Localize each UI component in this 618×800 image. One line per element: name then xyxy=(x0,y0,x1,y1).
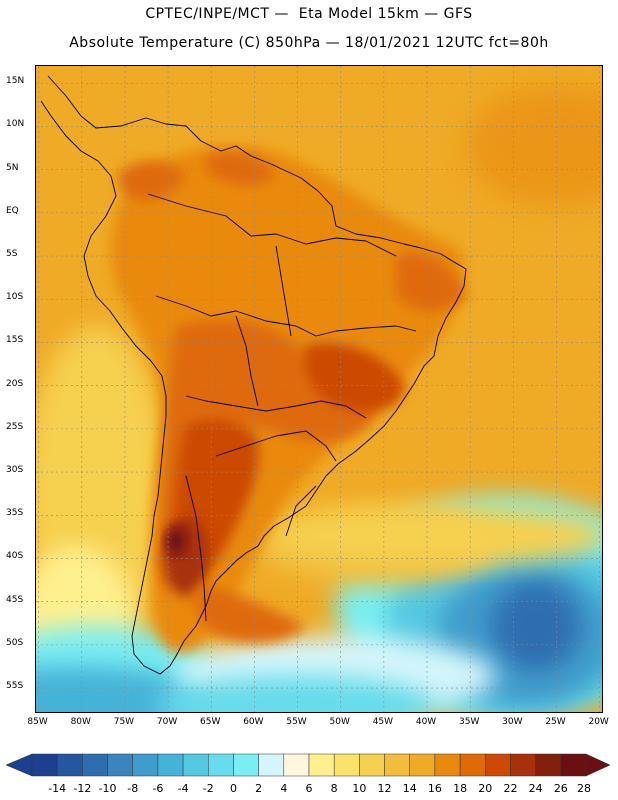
colorbar-swatch xyxy=(535,753,562,777)
colorbar-tick-label: 2 xyxy=(255,782,263,795)
map-canvas xyxy=(36,66,602,712)
lat-tick-label: 55S xyxy=(6,681,24,692)
colorbar-swatch xyxy=(485,753,511,777)
lat-tick-label: 25S xyxy=(6,421,24,432)
colorbar-swatch xyxy=(82,753,108,777)
colorbar-tick-label: 22 xyxy=(503,782,518,795)
lon-tick-label: 60W xyxy=(243,717,264,727)
colorbar-tick-label: -4 xyxy=(177,782,189,795)
colorbar-tick-label: 8 xyxy=(330,782,338,795)
temperature-shading xyxy=(36,66,602,712)
colorbar-swatch xyxy=(283,753,310,777)
colorbar-swatch xyxy=(333,753,360,777)
colorbar-swatch xyxy=(308,753,335,777)
lat-tick-label: 20S xyxy=(6,378,24,389)
lat-tick-label: 45S xyxy=(6,594,24,605)
colorbar-tick-label: -12 xyxy=(73,782,92,795)
colorbar-tick-label: -6 xyxy=(152,782,164,795)
colorbar-swatch xyxy=(56,753,83,777)
lat-tick-label: EQ xyxy=(6,205,19,216)
lat-tick-label: 5N xyxy=(6,162,19,173)
colorbar-tick-label: 24 xyxy=(528,782,543,795)
lon-tick-label: 70W xyxy=(156,717,178,727)
lat-lon-grid xyxy=(36,66,602,712)
lon-tick-label: 65W xyxy=(200,717,221,727)
temperature-map xyxy=(35,65,603,713)
lon-tick-label: 40W xyxy=(415,717,437,727)
colorbar-swatch xyxy=(258,753,285,777)
colorbar-tick-label: 4 xyxy=(280,782,288,795)
lat-tick-label: 30S xyxy=(6,465,24,476)
lon-tick-label: 45W xyxy=(372,717,394,727)
lon-tick-label: 55W xyxy=(286,717,307,727)
colorbar-swatch xyxy=(359,753,385,777)
colorbar-tick-label: 28 xyxy=(577,782,591,795)
colorbar-swatch xyxy=(434,753,461,777)
lon-tick-label: 85W xyxy=(27,717,48,727)
lat-tick-label: 15N xyxy=(6,76,25,87)
lon-tick-label: 20W xyxy=(588,717,609,727)
colorbar-swatch xyxy=(208,753,234,777)
colorbar-swatch xyxy=(182,753,209,777)
colorbar-tick-label: 16 xyxy=(427,782,442,795)
lon-tick-label: 75W xyxy=(113,717,135,727)
lon-tick-label: 25W xyxy=(545,717,566,727)
coastline-outline xyxy=(40,75,467,675)
lon-tick-label: 80W xyxy=(70,717,91,727)
colorbar-tick-label: 6 xyxy=(305,782,313,795)
colorbar-swatch xyxy=(510,753,536,777)
colorbar-swatch xyxy=(384,753,410,777)
colorbar-tick-label: -14 xyxy=(48,782,67,795)
lon-tick-label: 50W xyxy=(329,717,350,727)
colorbar-tick-label: -8 xyxy=(127,782,139,795)
colorbar-low-arrow xyxy=(6,753,33,777)
colorbar-swatch xyxy=(157,753,184,777)
colorbar-tick-label: 0 xyxy=(229,782,237,795)
colorbar-swatch xyxy=(132,753,159,777)
lon-tick-label: 30W xyxy=(502,717,523,727)
lat-tick-label: 40S xyxy=(6,551,24,562)
lat-tick-label: 10S xyxy=(6,292,24,303)
colorbar-tick-label: 20 xyxy=(478,782,493,795)
colorbar-tick-label: 10 xyxy=(352,782,367,795)
lat-tick-label: 5S xyxy=(6,249,18,260)
lat-tick-label: 10N xyxy=(6,119,25,130)
colorbar-tick-label: 12 xyxy=(377,782,392,795)
colorbar-swatch xyxy=(233,753,259,777)
map-title-line-1: CPTEC/INPE/MCT — Eta Model 15km — GFS xyxy=(145,6,473,22)
colorbar-swatch xyxy=(459,753,486,777)
colorbar-swatch xyxy=(409,753,436,777)
lat-tick-label: 50S xyxy=(6,637,24,648)
colorbar-tick-label: 18 xyxy=(453,782,468,795)
lon-tick-label: 35W xyxy=(459,717,480,727)
colorbar-swatch xyxy=(107,753,133,777)
map-title-line-2: Absolute Temperature (C) 850hPa — 18/01/… xyxy=(69,35,549,51)
colorbar-swatch xyxy=(560,753,587,777)
colorbar-tick-label: 14 xyxy=(402,782,417,795)
colorbar-swatch xyxy=(31,753,58,777)
colorbar-tick-label: 26 xyxy=(553,782,568,795)
lat-tick-label: 15S xyxy=(6,335,24,346)
colorbar-tick-label: -10 xyxy=(98,782,117,795)
colorbar xyxy=(6,753,611,777)
lat-tick-label: 35S xyxy=(6,508,24,519)
colorbar-high-arrow xyxy=(585,753,611,777)
colorbar-tick-label: -2 xyxy=(202,782,214,795)
